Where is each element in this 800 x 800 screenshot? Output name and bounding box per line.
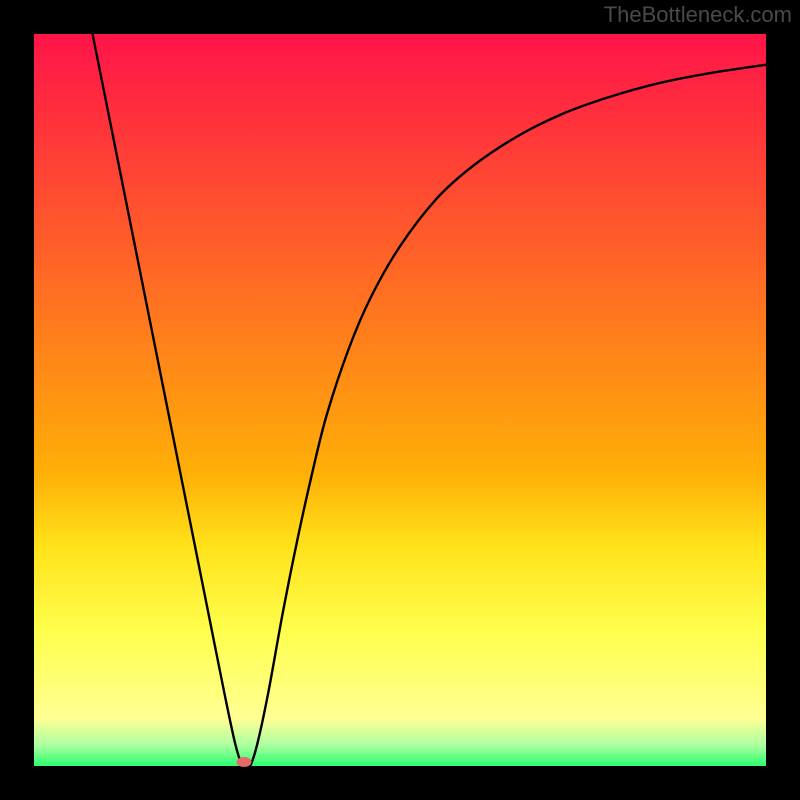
minimum-marker [237,757,252,767]
plot-area [34,34,766,766]
bottleneck-curve [93,34,766,766]
curve-layer [34,34,766,766]
watermark-text: TheBottleneck.com [604,2,792,28]
chart-container: TheBottleneck.com [0,0,800,800]
